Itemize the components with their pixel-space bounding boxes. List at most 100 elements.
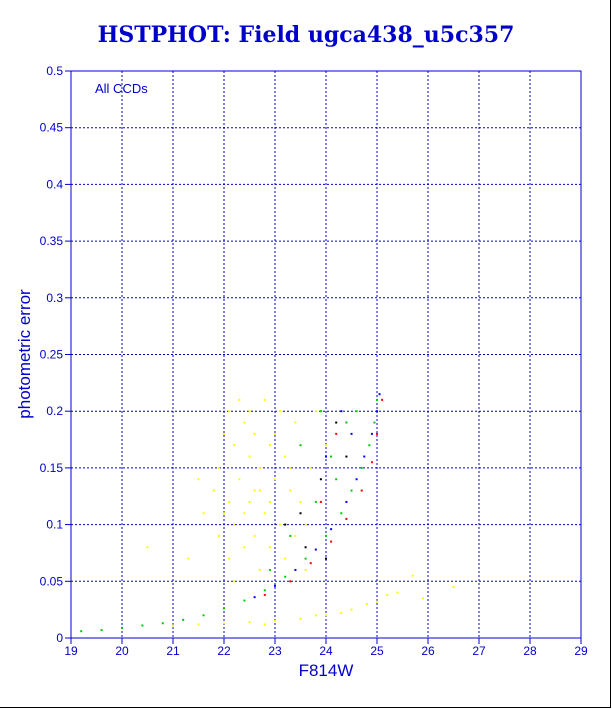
data-point [268, 546, 271, 549]
data-point [121, 626, 123, 629]
data-point [233, 523, 236, 526]
data-point [284, 455, 287, 458]
data-point [370, 432, 373, 435]
y-tick-label: 0.35 [40, 234, 64, 248]
data-point [360, 466, 363, 469]
data-point [325, 455, 327, 458]
data-point [146, 546, 149, 549]
y-tick-label: 0.45 [40, 121, 64, 135]
data-point [330, 455, 333, 458]
data-point [350, 489, 353, 492]
data-point [319, 478, 322, 481]
data-point [228, 557, 231, 560]
data-point [376, 410, 378, 413]
data-point [376, 432, 378, 435]
data-point [325, 557, 327, 560]
data-point [309, 466, 312, 469]
data-point [319, 500, 322, 503]
x-tick-label: 28 [523, 644, 537, 658]
data-point [289, 534, 292, 537]
data-point [452, 585, 455, 588]
data-point [381, 398, 384, 401]
data-point [279, 523, 282, 526]
data-point [345, 421, 348, 424]
data-point [340, 612, 343, 615]
x-tick-label: 20 [115, 644, 129, 658]
data-point [248, 500, 251, 503]
x-tick-label: 22 [217, 644, 231, 658]
data-point [340, 410, 343, 413]
data-point [202, 614, 205, 617]
data-point [304, 546, 307, 549]
x-tick-label: 19 [64, 644, 78, 658]
data-point [253, 489, 256, 492]
data-point [258, 568, 261, 571]
data-point [263, 398, 266, 401]
data-point [376, 398, 378, 401]
y-tick-label: 0.4 [46, 177, 63, 191]
data-point [253, 432, 256, 435]
data-point [243, 599, 246, 602]
data-point [378, 393, 381, 396]
annotation-label: All CCDs [95, 81, 148, 96]
data-point [274, 584, 276, 587]
data-point [274, 478, 276, 481]
data-point [335, 421, 338, 424]
data-point [299, 444, 302, 447]
data-point [268, 568, 271, 571]
data-point [370, 461, 373, 464]
y-tick-labels: 0 0.05 0.1 0.15 0.2 0.25 0.3 0.35 0.4 0.45 0.5 [40, 64, 71, 645]
y-axis-label: photometric error [15, 289, 34, 419]
data-point [299, 500, 302, 503]
data-point [223, 432, 225, 435]
data-point [243, 421, 246, 424]
data-point [314, 614, 317, 617]
data-point [268, 444, 271, 447]
data-point [172, 624, 174, 627]
data-point [294, 568, 297, 571]
data-point [325, 614, 327, 617]
data-point [299, 512, 302, 515]
x-axis-label: F814W [299, 661, 354, 680]
x-tick-labels: 19 20 21 22 23 24 25 26 27 28 29 [64, 638, 588, 658]
data-point [284, 523, 287, 526]
data-point [197, 478, 200, 481]
data-point [238, 398, 241, 401]
data-point [373, 421, 376, 424]
data-point [304, 557, 307, 560]
data-point [182, 618, 185, 621]
data-point [161, 622, 164, 625]
data-point [314, 500, 317, 503]
data-point [325, 534, 327, 537]
y-tick-label: 0.05 [40, 574, 64, 588]
data-point [243, 546, 246, 549]
data-point [294, 534, 297, 537]
data-point [253, 596, 256, 599]
data-point [345, 500, 348, 503]
y-tick-label: 0.3 [46, 291, 63, 305]
data-point [345, 517, 348, 520]
data-point [238, 478, 241, 481]
data-point [258, 466, 261, 469]
data-point [294, 421, 297, 424]
data-point [396, 591, 399, 594]
y-tick-label: 0.1 [46, 518, 63, 532]
data-point [274, 432, 276, 435]
data-point [330, 528, 333, 531]
data-point [217, 534, 220, 537]
data-point [217, 466, 220, 469]
data-point [345, 455, 348, 458]
y-tick-label: 0 [56, 631, 63, 645]
data-point [233, 444, 236, 447]
data-point [319, 410, 322, 413]
data-points [80, 393, 455, 633]
y-tick-label: 0.5 [46, 64, 63, 78]
data-point [253, 534, 256, 537]
y-tick-label: 0.2 [46, 404, 63, 418]
data-point [284, 557, 287, 560]
data-point [411, 574, 414, 577]
x-tick-label: 25 [370, 644, 384, 658]
data-point [248, 410, 251, 413]
data-point [248, 621, 251, 624]
